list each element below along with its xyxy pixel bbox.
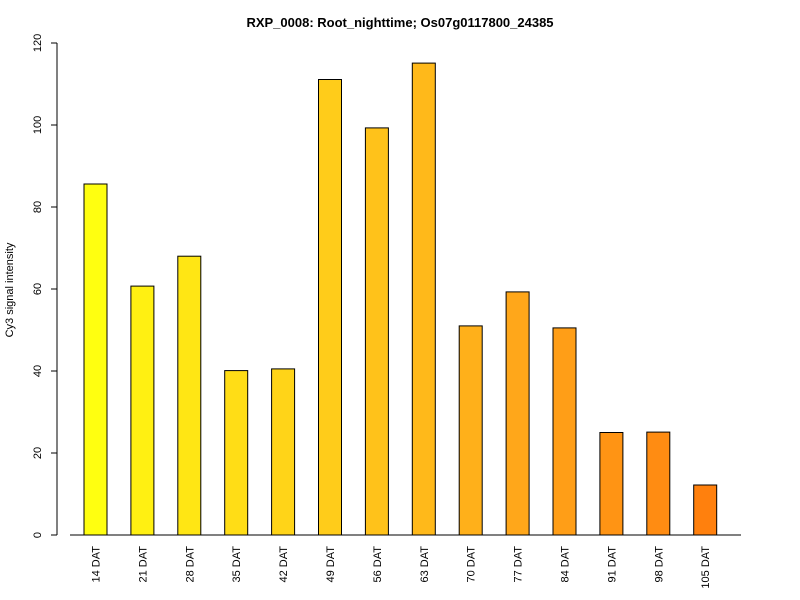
bar [83, 183, 108, 536]
y-tick-label: 120 [32, 34, 44, 52]
y-tick-label: 80 [32, 201, 44, 213]
bar [411, 62, 436, 536]
bar [552, 327, 577, 536]
y-tick-label: 40 [32, 365, 44, 377]
bar [130, 285, 155, 536]
x-tick-label: 84 DAT [560, 546, 572, 583]
bar [693, 484, 718, 536]
bar [599, 432, 624, 536]
x-tick-label: 105 DAT [700, 546, 712, 589]
x-axis-labels: 14 DAT 21 DAT 28 DAT 35 DAT 42 DAT 49 DAT 56 D… [91, 546, 713, 589]
x-tick-label: 21 DAT [137, 546, 149, 583]
x-tick-label: 35 DAT [231, 546, 243, 583]
bar [271, 368, 296, 536]
x-tick-label: 56 DAT [372, 546, 384, 583]
x-tick-label: 42 DAT [278, 546, 290, 583]
y-axis: 0 20 40 60 80 100 120 [32, 34, 58, 538]
x-tick-label: 28 DAT [184, 546, 196, 583]
bar [458, 325, 483, 536]
bar [364, 127, 389, 536]
bar [505, 291, 530, 536]
y-tick-label: 20 [32, 447, 44, 459]
x-tick-label: 98 DAT [653, 546, 665, 583]
y-tick-label: 60 [32, 283, 44, 295]
bar [318, 79, 342, 536]
x-tick-label: 91 DAT [606, 546, 618, 583]
x-tick-label: 77 DAT [513, 546, 525, 583]
y-tick-label: 0 [32, 532, 44, 538]
x-tick-label: 63 DAT [419, 546, 431, 583]
bar [177, 255, 202, 536]
x-tick-label: 70 DAT [466, 546, 478, 583]
y-axis-label: Cy3 signal intensity [4, 242, 16, 337]
bar [224, 370, 249, 536]
x-tick-label: 14 DAT [91, 546, 103, 583]
y-tick-label: 100 [32, 116, 44, 134]
chart-title: RXP_0008: Root_nighttime; Os07g0117800_2… [246, 15, 553, 30]
bars-group [83, 62, 718, 536]
x-tick-label: 49 DAT [325, 546, 337, 583]
bar [646, 431, 671, 536]
